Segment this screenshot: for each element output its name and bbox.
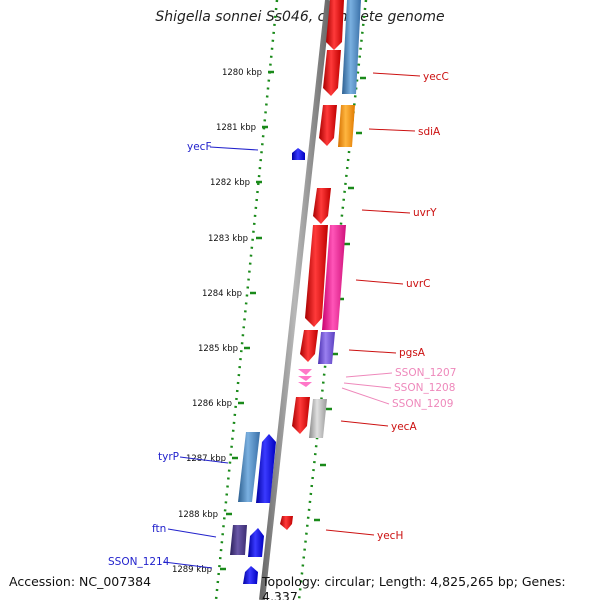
tick-1284: 1284 kbp: [202, 289, 256, 299]
feature-ftn-blue[interactable]: [248, 528, 264, 557]
feature-sdiA-orange[interactable]: [338, 105, 355, 147]
gene-label-SSON1207[interactable]: SSON_1207: [395, 367, 456, 379]
minor-ticks-right: [314, 76, 366, 522]
leader-yecC: [372, 72, 421, 77]
gene-label-sdiA[interactable]: sdiA: [418, 126, 441, 138]
tick-label: 1287 kbp: [186, 454, 226, 464]
tick-label: 1283 kbp: [208, 234, 248, 244]
tick-label: 1280 kbp: [222, 68, 262, 78]
tick-1289: 1289 kbp: [172, 565, 226, 575]
tick-label: 1289 kbp: [172, 565, 212, 575]
leader-pgsA: [348, 349, 397, 354]
gene-label-uvrC[interactable]: uvrC: [406, 278, 431, 290]
tick-1287: 1287 kbp: [186, 454, 238, 464]
feature-yecC-steel[interactable]: [342, 0, 361, 94]
gene-label-yecF[interactable]: yecF: [187, 141, 212, 153]
feature-uvrY-red[interactable]: [313, 188, 331, 224]
gene-label-uvrY[interactable]: uvrY: [413, 207, 437, 219]
leader-SSON1214: [163, 561, 213, 569]
genome-backbone: [259, 0, 331, 600]
gene-label-SSON1214[interactable]: SSON_1214: [108, 556, 170, 568]
feature-yecA-red[interactable]: [292, 397, 310, 434]
leader-yecH: [325, 529, 375, 536]
leader-tyrP: [179, 456, 229, 464]
gene-label-SSON1208[interactable]: SSON_1208: [394, 382, 455, 394]
leader-sdiA: [368, 128, 416, 132]
tick-label: 1284 kbp: [202, 289, 242, 299]
feature-ftn-darkpurple[interactable]: [230, 525, 247, 555]
tick-1283: 1283 kbp: [208, 234, 262, 244]
leader-SSON1207: [345, 372, 393, 378]
topology-text: Topology: circular; Length: 4,825,265 bp…: [262, 574, 566, 600]
accession-text: Accession: NC_007384: [9, 574, 152, 589]
gene-label-ftn[interactable]: ftn: [152, 523, 166, 535]
gene-label-tyrP[interactable]: tyrP: [158, 451, 179, 463]
gene-label-pgsA[interactable]: pgsA: [399, 347, 426, 359]
leader-SSON1208: [343, 382, 392, 389]
feature-tyrP-blue[interactable]: [256, 434, 276, 503]
feature-rna-pink-1[interactable]: [298, 369, 312, 375]
gene-label-yecH[interactable]: yecH: [377, 530, 403, 542]
feature-rna-pink-3[interactable]: [298, 382, 312, 387]
feature-rna-pink-2[interactable]: [298, 376, 312, 381]
map-title: Shigella sonnei Ss046, complete genome: [155, 9, 445, 25]
leader-ftn: [167, 528, 217, 538]
tick-1282: 1282 kbp: [210, 178, 262, 188]
feature-yecA-gray[interactable]: [309, 399, 327, 438]
tick-1288: 1288 kbp: [178, 510, 232, 520]
feature-pgsA-red[interactable]: [300, 330, 318, 362]
feature-pgsA-purple[interactable]: [318, 332, 335, 364]
gene-label-yecA[interactable]: yecA: [391, 421, 417, 433]
tick-label: 1285 kbp: [198, 344, 238, 354]
leader-uvrC: [355, 279, 404, 285]
feature-yecF-blue[interactable]: [292, 148, 305, 160]
tick-label: 1281 kbp: [216, 123, 256, 133]
feature-uvrC-pink[interactable]: [322, 225, 346, 330]
leader-yecF: [209, 146, 259, 151]
outer-track-left: [214, 0, 279, 600]
feature-SSON1214-blue[interactable]: [243, 566, 258, 584]
feature-yecC-red[interactable]: [326, 0, 344, 50]
tick-label: 1286 kbp: [192, 399, 232, 409]
leader-yecA: [340, 420, 389, 427]
tick-label: 1288 kbp: [178, 510, 218, 520]
tick-1281: 1281 kbp: [216, 123, 268, 133]
leader-SSON1209: [341, 387, 390, 405]
leader-uvrY: [361, 209, 411, 214]
gene-label-yecC[interactable]: yecC: [423, 71, 449, 83]
tick-1285: 1285 kbp: [198, 344, 250, 354]
tick-1286: 1286 kbp: [192, 399, 244, 409]
tick-label: 1282 kbp: [210, 178, 250, 188]
feature-yecC-red-2[interactable]: [323, 50, 341, 96]
tick-1280: 1280 kbp: [222, 68, 274, 78]
feature-tyrP-steel[interactable]: [238, 432, 260, 502]
feature-sdiA-red[interactable]: [319, 105, 337, 146]
feature-uvrC-red[interactable]: [305, 225, 328, 327]
feature-yecH-red[interactable]: [280, 516, 293, 530]
gene-label-SSON1209[interactable]: SSON_1209: [392, 398, 453, 410]
